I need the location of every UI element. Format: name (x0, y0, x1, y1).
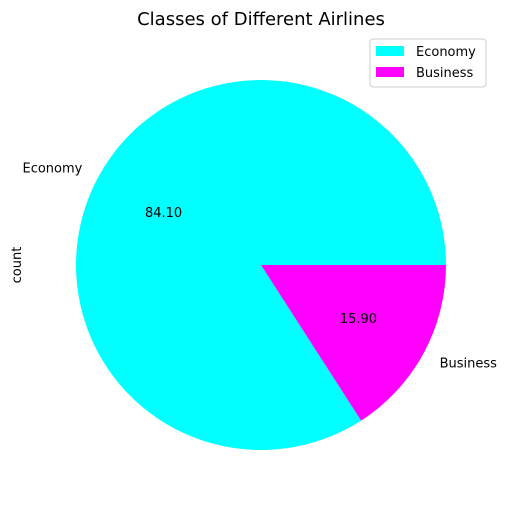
percentage-labels: 84.10 15.90 (145, 206, 377, 327)
legend: Economy Business (369, 38, 487, 88)
percentage-label-economy: 84.10 (145, 206, 182, 221)
pie-slices (76, 79, 447, 451)
pie-slice-business (261, 265, 446, 421)
legend-label-economy: Economy (416, 45, 476, 60)
slice-label-economy: Economy (22, 162, 82, 177)
y-axis-label: count (10, 247, 25, 284)
legend-swatch-business (376, 67, 404, 77)
chart-title: Classes of Different Airlines (137, 9, 385, 30)
slice-labels: Economy Business (22, 162, 497, 372)
slice-label-business: Business (440, 356, 498, 371)
legend-label-business: Business (416, 66, 474, 81)
percentage-label-business: 15.90 (340, 312, 377, 327)
legend-swatch-economy (376, 46, 404, 56)
